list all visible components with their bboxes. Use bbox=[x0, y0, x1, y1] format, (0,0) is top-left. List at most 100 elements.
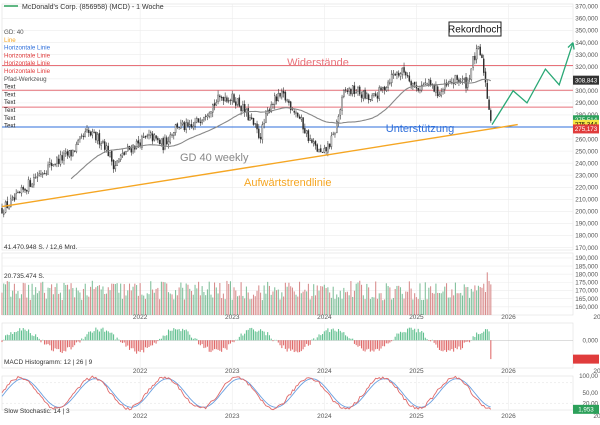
candle-body bbox=[363, 91, 364, 98]
volume-bar bbox=[419, 283, 420, 315]
macd-bar bbox=[69, 340, 70, 347]
volume-bar bbox=[313, 284, 314, 315]
candle-body bbox=[428, 80, 429, 85]
y-tick-label: 230,000 bbox=[575, 172, 598, 179]
candle-body bbox=[9, 206, 10, 209]
macd-bar bbox=[40, 340, 41, 342]
candle-body bbox=[127, 146, 128, 151]
candle-body bbox=[418, 88, 419, 90]
macd-bar bbox=[177, 330, 178, 341]
candle-body bbox=[253, 118, 254, 124]
candle-body bbox=[334, 134, 335, 135]
candle-body bbox=[457, 75, 458, 79]
candle-body bbox=[342, 97, 343, 110]
macd-bar bbox=[193, 339, 194, 340]
volume-bar bbox=[267, 282, 268, 315]
macd-bar bbox=[414, 329, 415, 341]
legend-entry: Text bbox=[4, 123, 16, 130]
macd-bar bbox=[469, 340, 470, 342]
macd-bar bbox=[285, 340, 286, 349]
macd-bar bbox=[359, 340, 360, 346]
volume-bar bbox=[55, 287, 56, 315]
candle-body bbox=[409, 76, 410, 81]
volume-bar bbox=[442, 291, 443, 315]
volume-bar bbox=[416, 297, 417, 315]
candle-body bbox=[480, 47, 481, 55]
volume-bar bbox=[471, 289, 472, 315]
volume-bar bbox=[271, 295, 272, 315]
candle-body bbox=[352, 86, 353, 94]
volume-bar bbox=[336, 294, 337, 315]
macd-bar bbox=[246, 330, 247, 340]
volume-bar bbox=[125, 295, 126, 315]
volume-bar bbox=[333, 287, 334, 315]
macd-bar bbox=[120, 340, 121, 342]
volume-bar bbox=[78, 291, 79, 315]
candle-body bbox=[439, 94, 440, 96]
macd-bar bbox=[272, 340, 273, 341]
volume-bar bbox=[94, 289, 95, 315]
macd-bar bbox=[409, 328, 410, 341]
macd-bar bbox=[483, 332, 484, 341]
volume-bar bbox=[435, 284, 436, 315]
candle-body bbox=[205, 116, 206, 117]
macd-bar bbox=[480, 334, 481, 340]
volume-bar bbox=[375, 282, 376, 315]
y-tick-label: 200,000 bbox=[575, 209, 598, 216]
macd-bar bbox=[442, 340, 443, 351]
volume-tick-label: 180,000 bbox=[575, 271, 598, 278]
macd-bar bbox=[127, 340, 128, 345]
volume-bar bbox=[303, 292, 304, 315]
volume-bar bbox=[129, 284, 130, 315]
macd-bar bbox=[53, 340, 54, 351]
volume-bar bbox=[350, 281, 351, 315]
candle-body bbox=[287, 100, 288, 101]
volume-current-label: 20.735.474 S. bbox=[4, 273, 45, 280]
x-tick-label: 2025 bbox=[409, 314, 424, 321]
volume-bar bbox=[133, 287, 134, 315]
macd-bar bbox=[368, 340, 369, 349]
macd-bar bbox=[136, 340, 137, 353]
volume-bar bbox=[356, 284, 357, 315]
volume-bar bbox=[340, 291, 341, 315]
candle-body bbox=[264, 123, 265, 124]
macd-bar bbox=[405, 332, 406, 340]
volume-bar bbox=[35, 287, 36, 315]
volume-bar bbox=[251, 299, 252, 315]
volume-bar bbox=[400, 287, 401, 315]
volume-bar bbox=[124, 284, 125, 315]
macd-bar bbox=[140, 340, 141, 352]
macd-bar bbox=[49, 340, 50, 345]
macd-bar bbox=[205, 340, 206, 347]
macd-bar bbox=[166, 335, 167, 340]
macd-bar bbox=[404, 332, 405, 340]
candle-body bbox=[202, 120, 203, 123]
macd-bar bbox=[437, 340, 438, 347]
candle-body bbox=[311, 140, 312, 143]
candle-body bbox=[366, 94, 367, 99]
volume-bar bbox=[278, 290, 279, 315]
candle-body bbox=[258, 129, 259, 138]
volume-bar bbox=[182, 288, 183, 315]
volume-bar bbox=[164, 282, 165, 315]
candle-body bbox=[16, 194, 17, 199]
macd-bar bbox=[334, 331, 335, 341]
macd-bar bbox=[168, 330, 169, 341]
candle-body bbox=[354, 86, 355, 94]
candle-body bbox=[28, 180, 29, 192]
candle-body bbox=[101, 144, 102, 146]
candle-body bbox=[173, 132, 174, 136]
volume-bar bbox=[446, 283, 447, 315]
candle-body bbox=[370, 99, 371, 100]
volume-bar bbox=[287, 287, 288, 315]
candle-body bbox=[365, 90, 366, 98]
volume-bar bbox=[180, 283, 181, 315]
macd-bar bbox=[258, 331, 259, 341]
macd-bar bbox=[278, 340, 279, 342]
macd-bar bbox=[24, 330, 25, 341]
volume-bar bbox=[372, 297, 373, 315]
candle-body bbox=[62, 155, 63, 160]
macd-bar bbox=[489, 331, 490, 340]
candle-body bbox=[86, 129, 87, 131]
